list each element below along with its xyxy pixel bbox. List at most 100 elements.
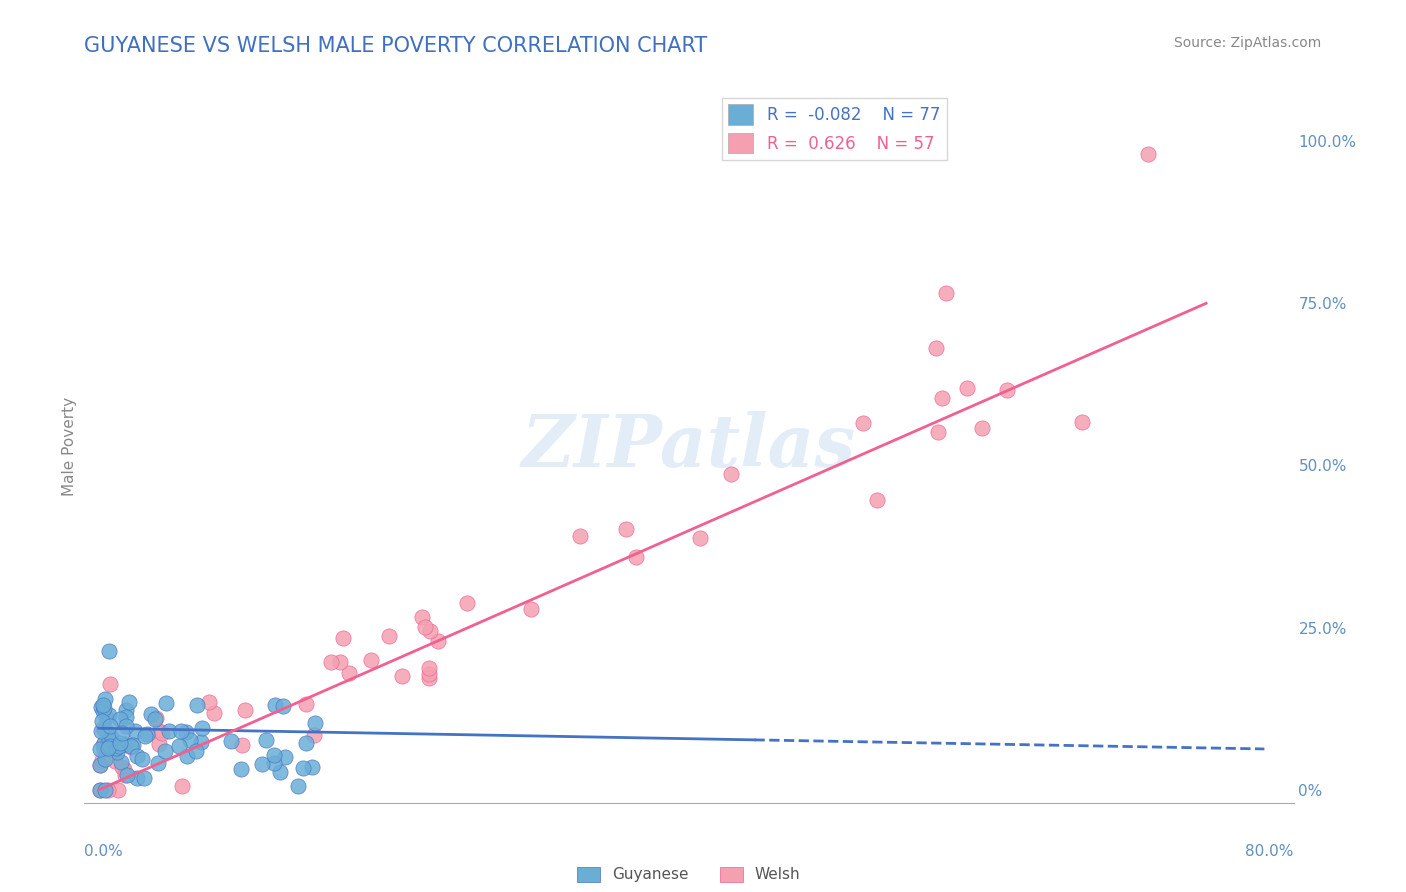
Point (689, 531, 711, 545)
Point (98, 677, 121, 691)
Point (89, 742, 111, 756)
Point (90, 724, 112, 739)
Point (93, 740, 115, 755)
Point (111, 726, 134, 740)
Point (925, 341, 948, 355)
Point (89, 758, 111, 772)
Point (219, 734, 242, 748)
Point (93, 701, 115, 715)
Point (419, 624, 441, 639)
Point (1070, 415, 1092, 429)
Point (148, 724, 170, 739)
Point (104, 741, 127, 756)
Point (125, 748, 148, 763)
Point (413, 620, 436, 634)
Point (301, 760, 323, 774)
Point (98, 707, 121, 722)
Point (995, 383, 1018, 397)
Point (98, 643, 121, 657)
Point (93, 738, 115, 752)
Point (263, 747, 285, 762)
Point (94, 692, 117, 706)
Point (132, 771, 155, 785)
Point (295, 736, 318, 750)
Point (93, 736, 115, 750)
Point (418, 667, 440, 681)
Point (186, 698, 208, 712)
Text: 80.0%: 80.0% (1246, 845, 1294, 859)
Point (233, 703, 256, 717)
Point (411, 610, 433, 624)
Point (145, 711, 167, 725)
Point (101, 731, 124, 745)
Point (624, 550, 647, 565)
Point (172, 780, 194, 794)
Point (927, 425, 949, 439)
Point (418, 671, 440, 685)
Point (291, 761, 314, 775)
Point (143, 712, 166, 726)
Point (263, 756, 285, 770)
Point (269, 764, 291, 779)
Point (112, 762, 135, 776)
Point (931, 391, 953, 405)
Point (110, 760, 132, 774)
Point (1136, 147, 1159, 161)
Point (970, 421, 993, 435)
Point (110, 756, 132, 770)
Point (852, 416, 875, 430)
Point (271, 698, 294, 713)
Point (254, 732, 277, 747)
Point (139, 706, 162, 721)
Point (204, 706, 226, 720)
Point (94, 723, 117, 737)
Point (190, 721, 212, 735)
Point (148, 738, 170, 752)
Point (231, 762, 253, 776)
Legend: R =  -0.082    N = 77, R =  0.626    N = 57: R = -0.082 N = 77, R = 0.626 N = 57 (721, 97, 946, 160)
Point (91, 704, 114, 718)
Text: GUYANESE VS WELSH MALE POVERTY CORRELATION CHART: GUYANESE VS WELSH MALE POVERTY CORRELATI… (84, 36, 707, 55)
Point (98, 739, 121, 754)
Point (104, 754, 127, 768)
Point (866, 493, 889, 508)
Point (391, 669, 413, 683)
Point (120, 739, 142, 753)
Point (94, 710, 117, 724)
Point (93, 741, 115, 756)
Point (360, 653, 382, 667)
Point (302, 728, 325, 742)
Point (150, 726, 173, 740)
Point (198, 696, 221, 710)
Point (616, 522, 638, 536)
Point (304, 715, 326, 730)
Point (97, 732, 120, 747)
Point (231, 738, 253, 752)
Point (134, 729, 156, 743)
Point (107, 782, 129, 797)
Point (105, 745, 128, 759)
Point (174, 724, 197, 739)
Point (120, 739, 142, 754)
Point (114, 703, 136, 717)
Point (720, 467, 742, 482)
Point (321, 655, 343, 669)
Point (176, 749, 198, 764)
Point (89, 782, 111, 797)
Point (114, 737, 136, 751)
Point (104, 740, 127, 755)
Text: 0.0%: 0.0% (84, 845, 124, 859)
Point (157, 723, 180, 738)
Point (94, 751, 117, 765)
Point (127, 771, 149, 785)
Point (101, 737, 124, 751)
Point (114, 767, 136, 781)
Point (90, 714, 112, 728)
Y-axis label: Male Poverty: Male Poverty (62, 396, 77, 496)
Text: ZIPatlas: ZIPatlas (522, 410, 856, 482)
Point (569, 529, 592, 543)
Point (179, 732, 201, 747)
Point (97, 741, 120, 756)
Point (121, 739, 143, 753)
Point (337, 666, 360, 681)
